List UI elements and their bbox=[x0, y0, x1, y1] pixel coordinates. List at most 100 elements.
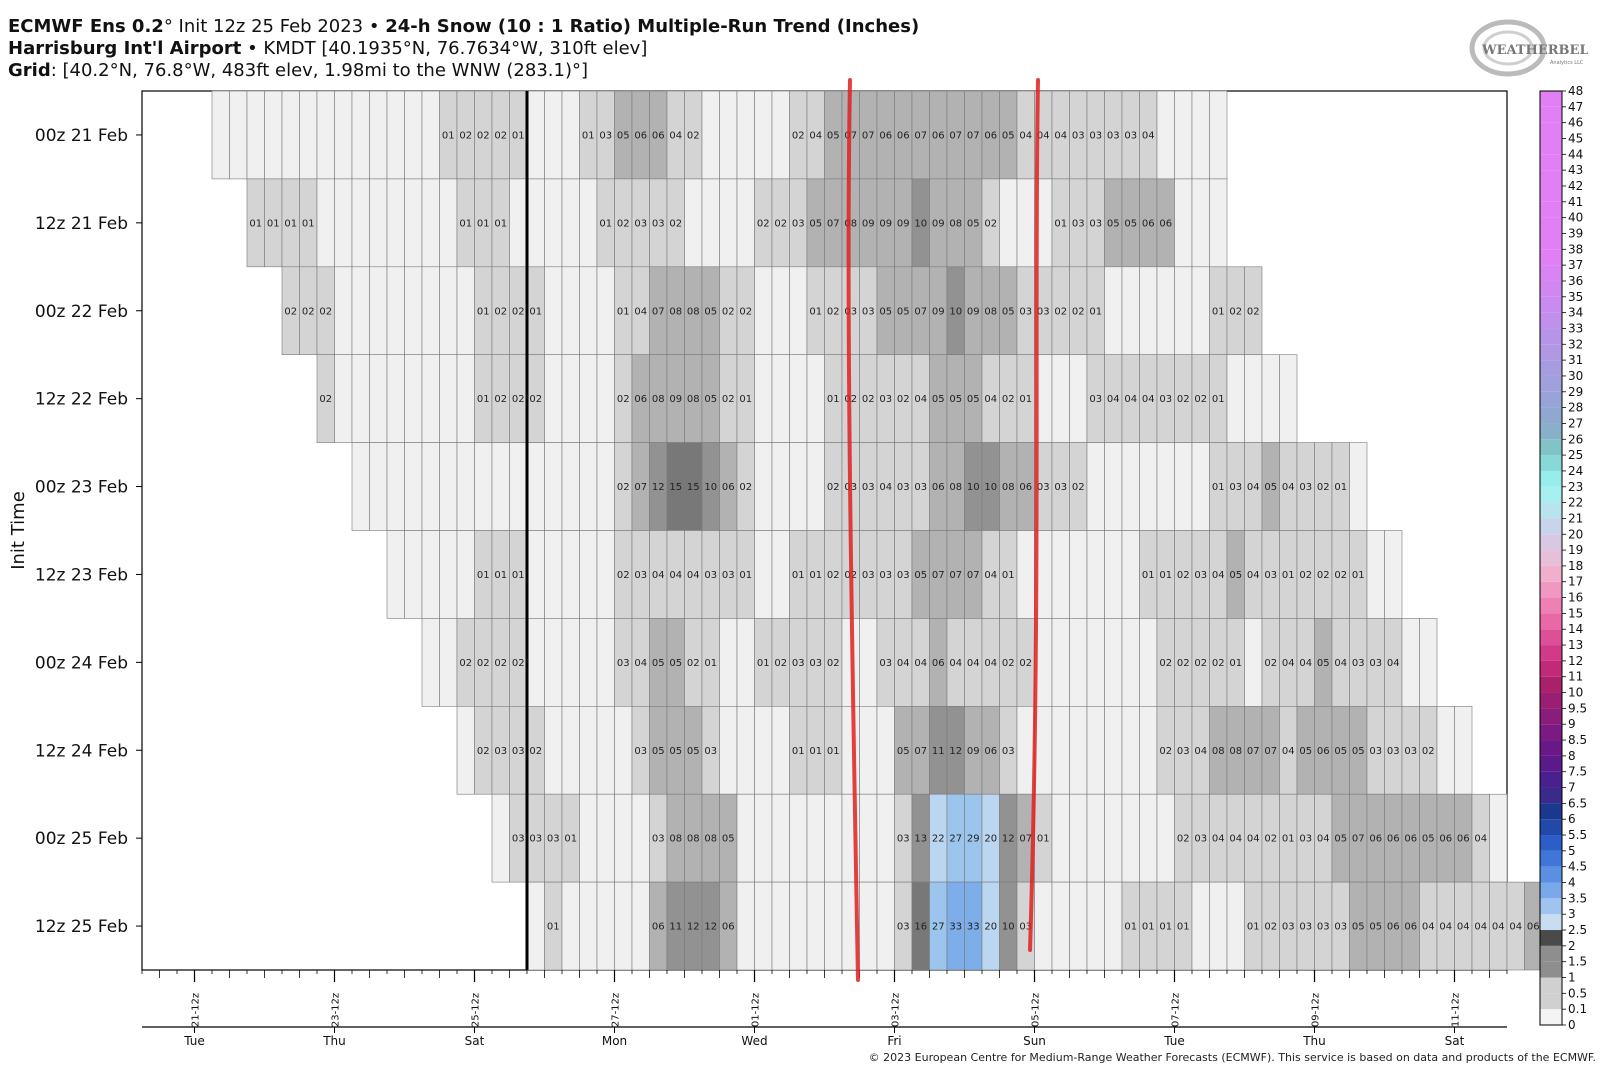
snow-cell bbox=[1051, 705, 1070, 795]
cell-label: 01 bbox=[739, 394, 752, 405]
snow-cell bbox=[456, 530, 475, 619]
cell-label: 03 bbox=[897, 922, 910, 933]
snow-cell bbox=[754, 705, 773, 795]
snow-cell bbox=[386, 178, 405, 268]
cell-label: 01 bbox=[1002, 570, 1015, 581]
x-tick-label: 27-12z bbox=[611, 993, 622, 1027]
day-label: Tue bbox=[1163, 1034, 1185, 1048]
cell-label: 02 bbox=[494, 306, 507, 317]
colorbar-label: 20 bbox=[1568, 527, 1583, 541]
logo-subtext: Analytics LLC bbox=[1550, 60, 1584, 66]
cell-label: 02 bbox=[477, 130, 490, 141]
cell-label: 03 bbox=[1072, 218, 1085, 229]
cell-label: 05 bbox=[967, 394, 980, 405]
colorbar-swatch bbox=[1540, 740, 1562, 756]
colorbar-swatch bbox=[1540, 581, 1562, 598]
cell-label: 12 bbox=[949, 746, 962, 757]
snow-cell bbox=[1016, 178, 1035, 268]
colorbar-frame bbox=[1539, 90, 1563, 1026]
cell-label: 02 bbox=[792, 130, 805, 141]
cell-label: 05 bbox=[914, 570, 927, 581]
cell-label: 07 bbox=[914, 746, 927, 757]
cell-label: 03 bbox=[1037, 306, 1050, 317]
cell-label: 01 bbox=[1142, 570, 1155, 581]
snow-cell bbox=[719, 90, 738, 180]
cell-label: 09 bbox=[897, 218, 910, 229]
row-label: 12z 21 Feb bbox=[35, 214, 128, 234]
cell-label: 04 bbox=[669, 570, 682, 581]
colorbar-label: 0.5 bbox=[1568, 986, 1587, 1000]
snow-cell bbox=[859, 793, 878, 883]
cell-label: 03 bbox=[547, 834, 560, 845]
snow-cell bbox=[579, 266, 598, 355]
cell-label: 02 bbox=[284, 306, 297, 317]
cell-label: 03 bbox=[1089, 130, 1102, 141]
snow-cell bbox=[561, 354, 580, 443]
cell-label: 05 bbox=[949, 394, 962, 405]
colorbar-label: 6 bbox=[1568, 812, 1576, 826]
snow-cell bbox=[456, 705, 475, 795]
cell-label: 06 bbox=[722, 922, 735, 933]
cell-label: 02 bbox=[1212, 658, 1225, 669]
snow-cell bbox=[754, 90, 773, 180]
x-tick-label: 09-12z bbox=[1311, 993, 1322, 1027]
cell-label: 02 bbox=[617, 394, 630, 405]
cell-label: 03 bbox=[879, 394, 892, 405]
colorbar-swatch bbox=[1540, 518, 1562, 535]
cell-label: 01 bbox=[1177, 922, 1190, 933]
colorbar-swatch bbox=[1540, 866, 1562, 883]
cell-label: 02 bbox=[774, 218, 787, 229]
cell-label: 08 bbox=[687, 834, 700, 845]
snow-cell bbox=[421, 266, 440, 355]
row-label: 00z 21 Feb bbox=[35, 126, 128, 146]
snow-cell bbox=[1086, 793, 1105, 883]
colorbar-label: 10 bbox=[1568, 686, 1583, 700]
cell-label: 02 bbox=[827, 570, 840, 581]
colorbar-swatch bbox=[1540, 724, 1562, 741]
cell-label: 02 bbox=[1002, 394, 1015, 405]
colorbar-swatch bbox=[1540, 486, 1562, 503]
grid-label: Grid bbox=[8, 60, 51, 81]
snow-cell bbox=[544, 530, 563, 619]
snow-cell bbox=[404, 266, 423, 355]
weatherbell-logo: WEATHERBELL Analytics LLC bbox=[1469, 19, 1588, 77]
snow-cell bbox=[736, 178, 755, 268]
cell-label: 02 bbox=[1264, 834, 1277, 845]
snow-cell bbox=[544, 705, 563, 795]
snow-cell bbox=[876, 705, 895, 795]
cell-label: 12 bbox=[704, 922, 717, 933]
cell-label: 04 bbox=[1107, 394, 1120, 405]
cell-label: 03 bbox=[1369, 658, 1382, 669]
snow-cell bbox=[421, 618, 440, 707]
snow-cell bbox=[1121, 442, 1140, 531]
cell-label: 04 bbox=[1229, 834, 1242, 845]
snow-cell bbox=[1209, 178, 1228, 268]
colorbar-swatch bbox=[1540, 312, 1562, 329]
colorbar-label: 16 bbox=[1568, 591, 1583, 605]
snow-cell bbox=[561, 530, 580, 619]
snow-cell bbox=[211, 90, 230, 180]
cell-label: 10 bbox=[984, 482, 997, 493]
snow-cell bbox=[579, 354, 598, 443]
snow-cell bbox=[806, 793, 825, 883]
cell-label: 08 bbox=[984, 306, 997, 317]
cell-label: 02 bbox=[529, 746, 542, 757]
snow-cell bbox=[561, 705, 580, 795]
cell-label: 05 bbox=[652, 658, 665, 669]
cell-label: 04 bbox=[1457, 922, 1470, 933]
cell-label: 02 bbox=[1177, 834, 1190, 845]
snow-cell bbox=[456, 354, 475, 443]
snow-cell bbox=[859, 618, 878, 707]
cell-label: 01 bbox=[302, 218, 315, 229]
cell-label: 02 bbox=[512, 394, 525, 405]
cell-label: 13 bbox=[914, 834, 927, 845]
cell-label: 06 bbox=[652, 922, 665, 933]
snow-cell bbox=[369, 90, 388, 180]
snow-cell bbox=[736, 793, 755, 883]
cell-label: 02 bbox=[827, 658, 840, 669]
snow-cell bbox=[579, 442, 598, 531]
snow-cell bbox=[386, 354, 405, 443]
colorbar-swatch bbox=[1540, 850, 1562, 867]
snow-cell bbox=[1349, 442, 1368, 531]
day-label: Tue bbox=[183, 1034, 205, 1048]
